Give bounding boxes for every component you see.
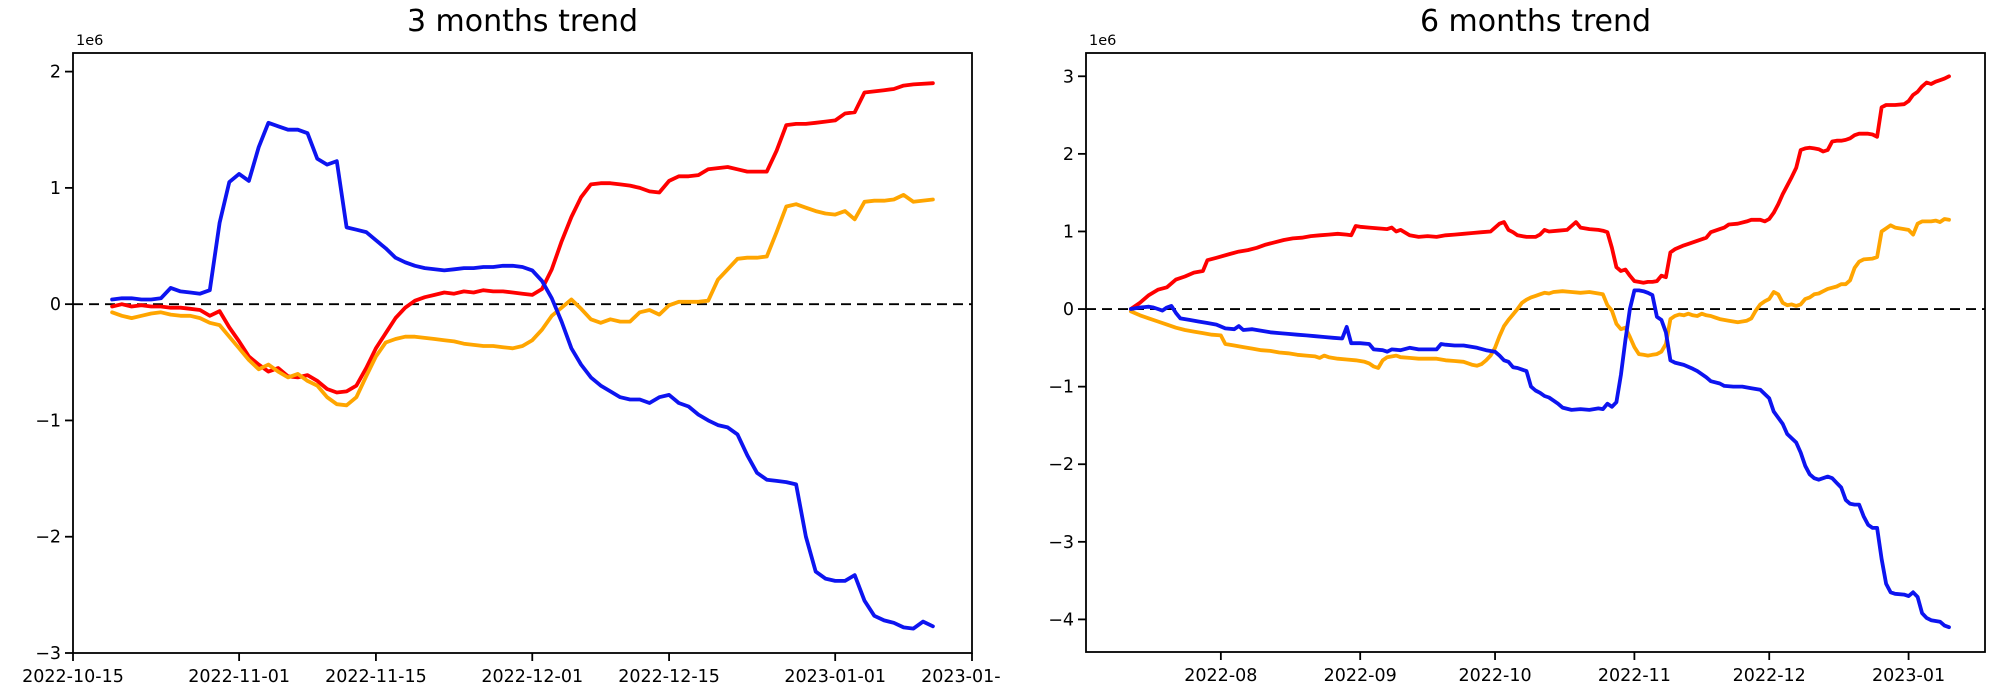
x-tick-label: 2022-12-15 [618,667,720,687]
y-tick-label: −1 [35,411,61,431]
y-tick-label: −1 [1048,378,1074,398]
y-tick-label: 3 [1063,67,1074,87]
x-tick-label: 2023-01-01 [784,667,886,687]
series-line-red [110,81,935,395]
chart-3-months-trend: 3 months trend 1e6 2022-10-15 2022-11-01 2… [22,4,1000,688]
y-tick-label: −2 [1048,455,1074,475]
x-tick-label: 2022-10 [1458,666,1531,686]
x-tick-label: 2022-12-01 [481,667,583,687]
y-axis-offset-label-1e6: 1e6 [1089,33,1117,49]
x-tick-label: 2023-01 [1872,666,1945,686]
x-tick-label: 2022-10-15 [22,667,124,687]
axis-frame [72,52,973,654]
series-line-blue [1128,288,1951,630]
y-tick-label: 1 [1063,222,1074,242]
x-tick-label: 2022-11-15 [325,667,427,687]
x-tick-label: 2023-01-15 [921,667,1000,687]
y-tick-label: −2 [35,528,61,548]
chart-title-6-months: 6 months trend [1419,4,1652,39]
x-tick-label: 2022-12 [1733,666,1806,686]
x-tick-label: 2022-09 [1324,666,1397,686]
plot-area-6-months: 2022-08 2022-09 2022-10 2022-11 2022-12 2023-… [1048,52,1986,686]
y-tick-label: −3 [35,644,61,664]
chart-title-3-months: 3 months trend [406,4,639,39]
y-tick-label: 1 [50,179,61,199]
y-axis-offset-label-1e6: 1e6 [76,33,104,49]
y-tick-label: 0 [1063,300,1074,320]
series-line-orange [110,192,935,408]
series-line-orange [1128,217,1951,370]
y-tick-label: 0 [50,295,61,315]
series-line-blue [110,120,935,631]
y-tick-label: 2 [1063,145,1074,165]
axis-frame [1085,52,1986,653]
series-line-red [1128,74,1951,311]
x-tick-label: 2022-11 [1598,666,1671,686]
chart-6-months-trend: 6 months trend 1e6 2022-08 2022-09 2022-10… [1000,0,2000,700]
x-tick-label: 2022-08 [1184,666,1257,686]
y-tick-label: 2 [50,63,61,83]
y-tick-label: −4 [1048,610,1074,630]
y-tick-label: −3 [1048,533,1074,553]
x-tick-label: 2022-11-01 [188,667,290,687]
plot-area-3-months: 2022-10-15 2022-11-01 2022-11-15 2022-12-01… [22,52,1000,687]
